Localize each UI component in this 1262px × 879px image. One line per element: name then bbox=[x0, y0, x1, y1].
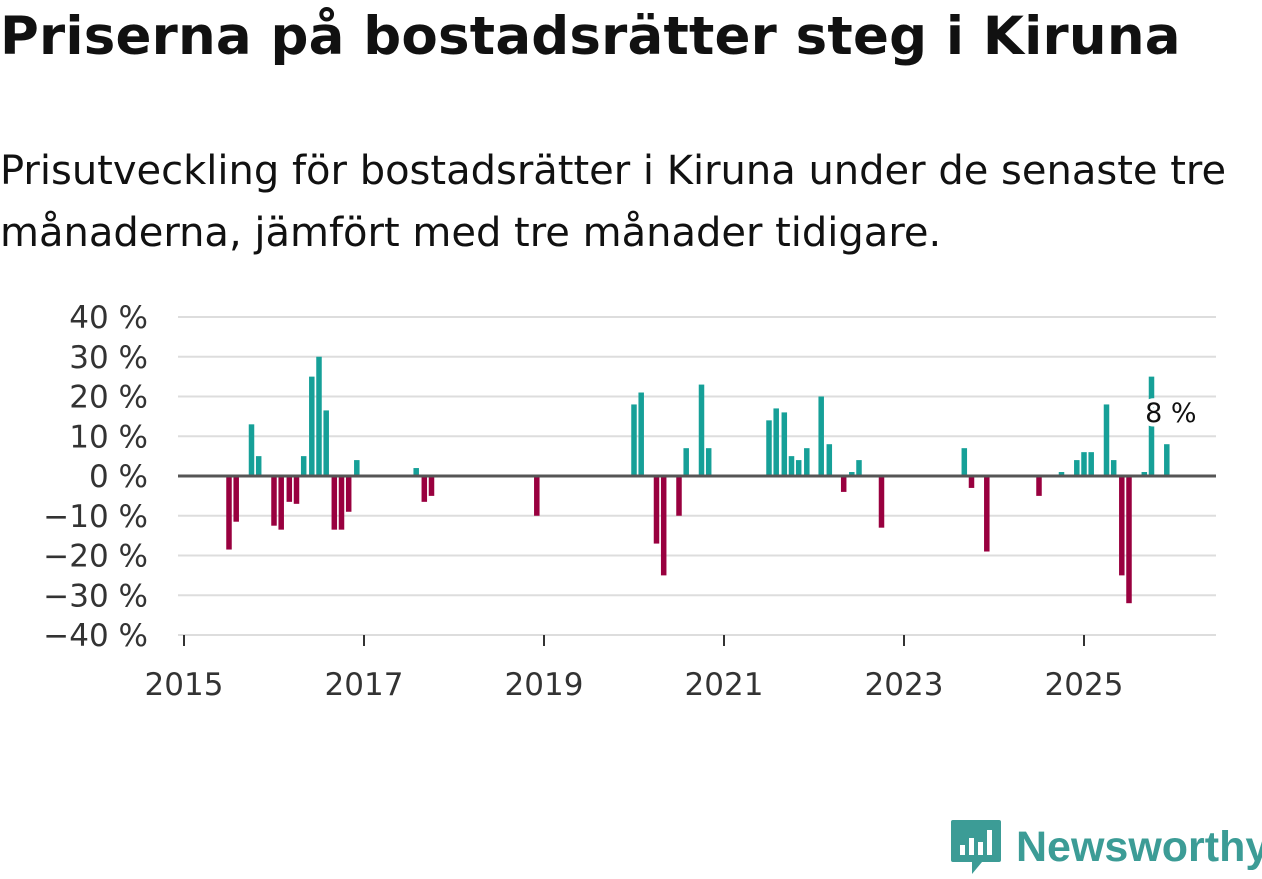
bar bbox=[331, 476, 338, 530]
bar bbox=[300, 456, 307, 477]
bar bbox=[849, 472, 855, 476]
bar bbox=[1126, 476, 1132, 604]
y-tick-label: 10 % bbox=[69, 419, 148, 455]
annotation-label: 8 % bbox=[1145, 398, 1196, 429]
bar bbox=[338, 476, 345, 530]
bar bbox=[878, 476, 885, 528]
bar bbox=[773, 408, 779, 476]
bar bbox=[1074, 460, 1080, 476]
bar bbox=[293, 476, 300, 504]
x-tick-label: 2023 bbox=[865, 667, 944, 703]
bar bbox=[660, 476, 667, 576]
newsworthy-logo: Newsworthy bbox=[950, 818, 1262, 876]
y-tick-label: −30 % bbox=[43, 578, 148, 614]
bar bbox=[534, 476, 540, 516]
chart-title: Priserna på bostadsrätter steg i Kiruna bbox=[0, 6, 1181, 67]
x-tick-label: 2019 bbox=[505, 667, 584, 703]
y-axis-labels: 40 % 30 % 20 %10 % 0 % −10 % −20 %−30 % −40 % bbox=[43, 300, 148, 654]
chart-subtitle: Prisutveckling för bostadsrätter i Kirun… bbox=[0, 148, 1227, 256]
bar bbox=[428, 476, 435, 496]
bar bbox=[631, 404, 637, 476]
bar bbox=[1058, 472, 1065, 476]
bar bbox=[1148, 376, 1155, 477]
bar bbox=[856, 460, 862, 476]
bar bbox=[653, 476, 660, 544]
bar bbox=[781, 412, 788, 476]
bar bbox=[705, 448, 712, 476]
bar bbox=[1103, 404, 1110, 476]
bar bbox=[804, 448, 810, 476]
bars bbox=[226, 356, 1170, 604]
bar bbox=[1164, 444, 1170, 476]
x-tick-label: 2017 bbox=[325, 667, 404, 703]
bar bbox=[354, 460, 360, 476]
bar bbox=[795, 460, 802, 476]
bar bbox=[638, 392, 644, 476]
bar bbox=[413, 468, 419, 476]
bar bbox=[840, 476, 847, 492]
y-tick-label: 30 % bbox=[69, 340, 148, 376]
bar bbox=[826, 444, 833, 476]
annotation-halo: 8 % bbox=[1145, 398, 1196, 429]
bar bbox=[818, 396, 824, 476]
y-tick-label: 0 % bbox=[89, 459, 148, 495]
bar bbox=[323, 410, 329, 476]
x-tick-label: 2015 bbox=[145, 667, 224, 703]
bar bbox=[316, 356, 322, 476]
x-tick-label: 2021 bbox=[685, 667, 764, 703]
bar bbox=[676, 476, 682, 516]
bar bbox=[286, 476, 293, 502]
bar-chart-speech-bubble-icon bbox=[951, 820, 1001, 874]
brand-name: Newsworthy bbox=[1016, 822, 1262, 871]
bar bbox=[1110, 460, 1117, 476]
bar bbox=[766, 420, 772, 476]
y-tick-label: 20 % bbox=[69, 380, 148, 416]
x-tick-label: 2025 bbox=[1045, 667, 1124, 703]
y-tick-label: 40 % bbox=[69, 300, 148, 336]
bar bbox=[1141, 472, 1148, 476]
bar bbox=[226, 476, 232, 550]
bar bbox=[345, 476, 352, 512]
y-tick-label: −20 % bbox=[43, 539, 148, 575]
bar bbox=[278, 476, 284, 530]
bar bbox=[968, 476, 975, 488]
y-tick-label: −10 % bbox=[43, 499, 148, 535]
bar bbox=[421, 476, 428, 502]
annotation: 8 %8 % bbox=[1141, 394, 1200, 433]
bar bbox=[683, 448, 689, 476]
bar bbox=[255, 456, 262, 477]
bar bbox=[788, 456, 795, 477]
bar bbox=[1088, 452, 1094, 476]
bar bbox=[309, 376, 315, 477]
bar bbox=[1081, 452, 1087, 476]
bar bbox=[1036, 476, 1042, 496]
bar bbox=[698, 384, 705, 476]
bar bbox=[248, 424, 255, 476]
bar bbox=[233, 476, 239, 522]
bar bbox=[984, 476, 990, 552]
bar bbox=[1119, 476, 1125, 576]
bar bbox=[271, 476, 277, 526]
x-axis: 2015 2017 2019 2021 2023 2025 bbox=[145, 634, 1216, 703]
y-tick-label: −40 % bbox=[43, 618, 148, 654]
bar bbox=[961, 448, 968, 476]
